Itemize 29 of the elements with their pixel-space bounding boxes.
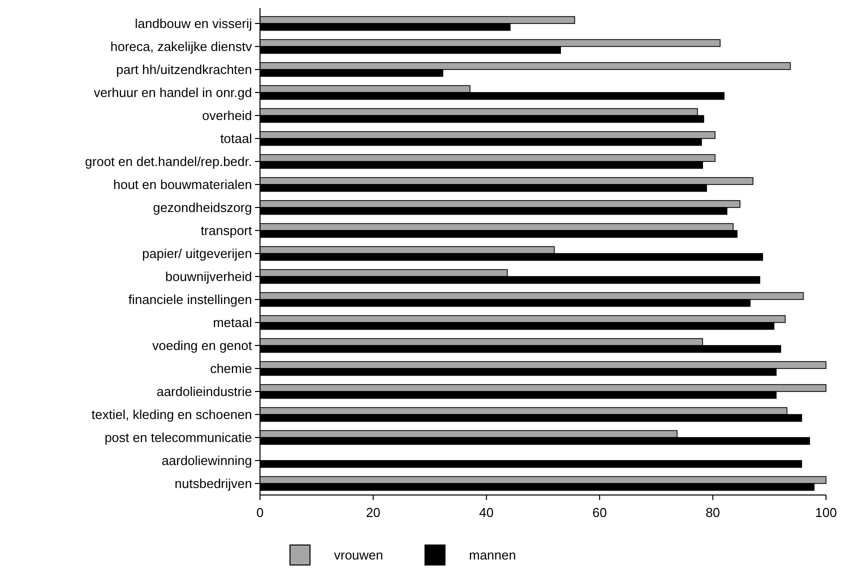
y-tick-label: hout en bouwmaterialen [113, 177, 252, 192]
legend-label: vrouwen [334, 548, 384, 563]
y-tick-label: textiel, kleding en schoenen [92, 407, 252, 422]
y-tick-label: bouwnijverheid [165, 269, 252, 284]
y-tick-label: financiele instellingen [128, 292, 252, 308]
x-tick-label: 80 [706, 505, 720, 520]
y-tick-label: nutsbedrijven [174, 476, 252, 492]
x-tick-label: 20 [366, 505, 380, 520]
y-tick-label: gezondheidszorg [152, 200, 252, 216]
y-tick-label: aardolieindustrie [156, 384, 252, 400]
y-tick-label: voeding en genot [152, 338, 252, 354]
y-tick-label: metaal [212, 315, 252, 330]
y-tick-label: part hh/uitzendkrachten [116, 62, 252, 78]
y-tick-label: chemie [210, 361, 252, 376]
legend-label: mannen [469, 548, 516, 563]
y-tick-label: totaal [220, 131, 252, 146]
y-tick-label: transport [200, 223, 252, 238]
y-tick-label: aardoliewinning [162, 453, 252, 468]
x-tick-label: 100 [815, 505, 837, 520]
y-tick-label: post en telecommunicatie [104, 430, 252, 446]
y-tick-label: landbouw en visserij [134, 16, 252, 32]
y-tick-label: verhuur en handel in onr.gd [94, 85, 252, 100]
y-tick-label: overheid [202, 108, 252, 124]
x-tick-label: 60 [592, 505, 607, 520]
y-tick-label: horeca, zakelijke dienstv [110, 39, 252, 54]
x-tick-label: 0 [256, 505, 264, 520]
y-tick-label: papier/ uitgeverijen [142, 246, 252, 262]
y-tick-label: groot en det.handel/rep.bedr. [85, 154, 252, 170]
x-tick-label: 40 [479, 505, 494, 520]
